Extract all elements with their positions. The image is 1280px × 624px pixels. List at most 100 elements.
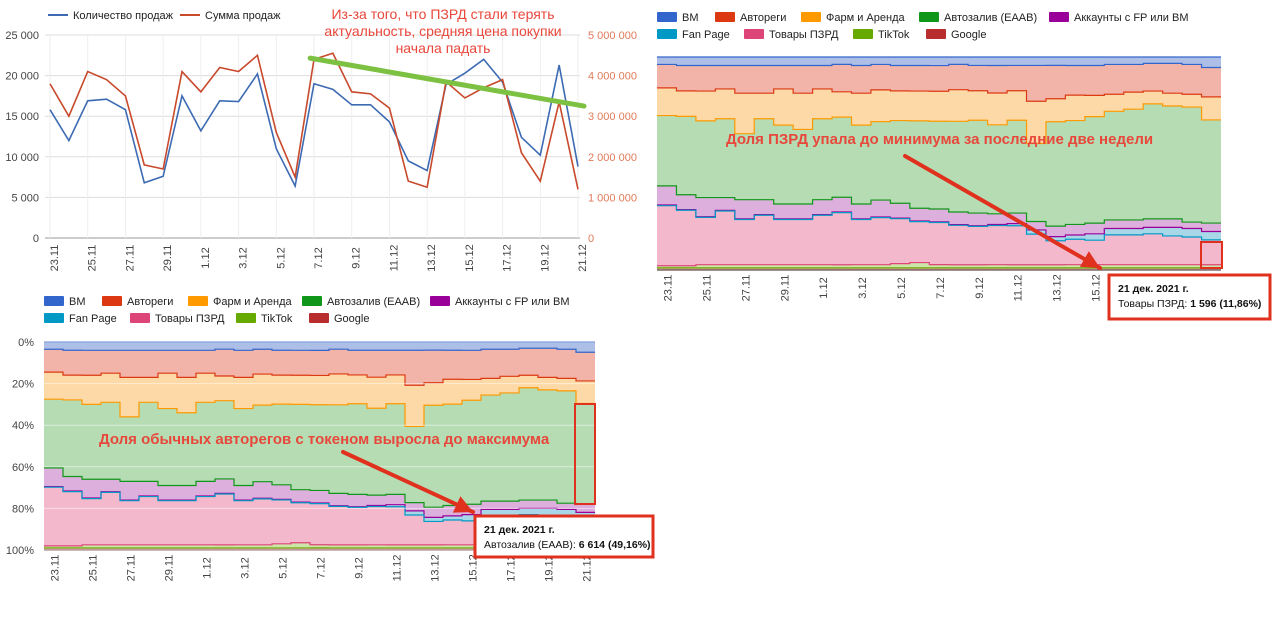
legend-label: Сумма продаж [205, 10, 281, 22]
legend-label: Автозалив (EAAB) [944, 12, 1037, 24]
annotation-text: Доля ПЗРД упала до минимума за последние… [726, 131, 1153, 148]
legend-label: Количество продаж [73, 10, 174, 22]
x-tick-label: 25.11 [87, 555, 99, 582]
legend-label: TikTok [261, 313, 293, 325]
tooltip-line: Товары ПЗРД: 1 596 (11,86%) [1118, 298, 1261, 310]
y-left-tick-label: 5 000 [11, 192, 39, 204]
x-tick-label: 1.12 [818, 277, 830, 298]
y-tick-label: 80% [12, 503, 34, 515]
x-tick-label: 25.11 [87, 245, 99, 272]
x-tick-label: 3.12 [239, 557, 251, 578]
x-tick-label: 1.12 [201, 557, 213, 578]
y-left-tick-label: 0 [33, 233, 39, 245]
annotation-text: Доля обычных автoрегов с токеном выросла… [99, 431, 550, 448]
legend-swatch [302, 296, 322, 306]
y-right-tick-label: 3 000 000 [588, 111, 637, 123]
x-tick-label: 23.11 [49, 245, 61, 272]
legend-label: Фарм и Аренда [213, 296, 292, 308]
legend-swatch [1049, 12, 1069, 22]
y-left-tick-label: 15 000 [5, 111, 39, 123]
x-tick-label: 23.11 [49, 555, 61, 582]
y-tick-label: 100% [6, 545, 34, 557]
x-tick-label: 15.12 [464, 244, 476, 272]
legend-swatch [236, 313, 256, 323]
legend-swatch [919, 12, 939, 22]
y-tick-label: 40% [12, 420, 34, 432]
y-tick-label: 60% [12, 462, 34, 474]
legend-label: Товары ПЗРД [155, 313, 225, 325]
tooltip-date: 21 дек. 2021 г. [484, 524, 555, 536]
x-tick-label: 29.11 [162, 245, 174, 272]
legend-swatch [801, 12, 821, 22]
legend-swatch [657, 12, 677, 22]
y-tick-label: 20% [12, 379, 34, 391]
x-tick-label: 11.12 [388, 245, 400, 272]
x-tick-label: 3.12 [857, 277, 869, 298]
x-tick-label: 5.12 [277, 557, 289, 578]
legend-swatch [715, 12, 735, 22]
y-right-tick-label: 4 000 000 [588, 71, 637, 83]
x-tick-label: 3.12 [238, 247, 250, 268]
legend-label: Fan Page [682, 29, 730, 41]
legend-swatch [657, 29, 677, 39]
y-left-tick-label: 25 000 [5, 30, 39, 42]
annotation-text: Из-за того, что ПЗРД стали терять [331, 6, 554, 22]
x-tick-label: 21.12 [577, 244, 589, 272]
x-tick-label: 5.12 [896, 277, 908, 298]
x-tick-label: 5.12 [275, 247, 287, 268]
x-tick-label: 7.12 [315, 557, 327, 578]
x-tick-label: 19.12 [539, 244, 551, 272]
legend-swatch [430, 296, 450, 306]
legend-swatch [44, 313, 64, 323]
x-tick-label: 27.11 [740, 275, 752, 302]
x-tick-label: 7.12 [313, 247, 325, 268]
y-left-tick-label: 20 000 [5, 71, 39, 83]
annotation-text: актуальность, средняя цена покупки [324, 23, 561, 39]
legend-label: Автозалив (EAAB) [327, 296, 420, 308]
x-tick-label: 23.11 [663, 275, 675, 302]
x-tick-label: 27.11 [125, 555, 137, 582]
legend-swatch [102, 296, 122, 306]
x-tick-label: 27.11 [124, 245, 136, 272]
legend-label: Аккаунты с FP или BM [455, 296, 570, 308]
x-tick-label: 13.12 [426, 244, 438, 272]
y-right-tick-label: 2 000 000 [588, 152, 637, 164]
tooltip-date: 21 дек. 2021 г. [1118, 283, 1189, 295]
legend-swatch [926, 29, 946, 39]
legend-swatch [188, 296, 208, 306]
tooltip-line: Автозалив (EAAB): 6 614 (49,16%) [484, 539, 651, 551]
x-tick-label: 9.12 [351, 247, 363, 268]
legend-label: Google [334, 313, 369, 325]
annotation-text: начала падать [396, 40, 491, 56]
legend-swatch [853, 29, 873, 39]
x-tick-label: 11.12 [391, 555, 403, 582]
tooltip-value: 1 596 (11,86%) [1190, 298, 1261, 310]
y-tick-label: 0% [18, 337, 34, 349]
legend-label: Фарм и Аренда [826, 12, 905, 24]
legend-swatch [130, 313, 150, 323]
legend-label: Автореги [740, 12, 786, 24]
tooltip-value: 6 614 (49,16%) [579, 539, 651, 551]
x-tick-label: 15.12 [1090, 274, 1102, 302]
y-right-tick-label: 0 [588, 233, 594, 245]
legend-label: Google [951, 29, 986, 41]
y-right-tick-label: 5 000 000 [588, 30, 637, 42]
x-tick-label: 1.12 [200, 247, 212, 268]
tooltip-box [1109, 275, 1270, 319]
x-tick-label: 25.11 [702, 275, 714, 302]
tooltip-series: Товары ПЗРД: [1118, 298, 1190, 310]
x-tick-label: 9.12 [974, 277, 986, 298]
y-right-tick-label: 1 000 000 [588, 192, 637, 204]
x-tick-label: 13.12 [429, 554, 441, 582]
legend-swatch [744, 29, 764, 39]
x-tick-label: 13.12 [1052, 274, 1064, 302]
x-tick-label: 7.12 [935, 277, 947, 298]
legend-swatch [309, 313, 329, 323]
tooltip-series: Автозалив (EAAB): [484, 539, 579, 551]
x-tick-label: 9.12 [353, 557, 365, 578]
legend-swatch [44, 296, 64, 306]
legend-label: BM [69, 296, 86, 308]
